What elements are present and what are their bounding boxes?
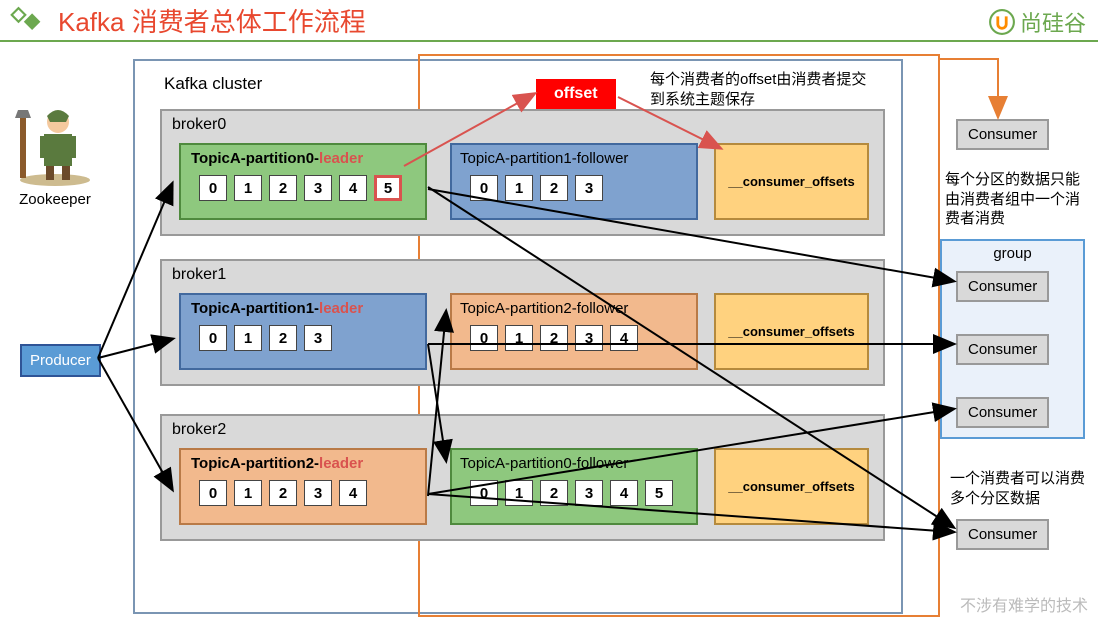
cell: 4 <box>610 325 638 351</box>
cell: 0 <box>199 325 227 351</box>
follower-label: TopicA-partition1-follower <box>460 150 628 167</box>
partition-leader: TopicA-partition1-leader 0123 <box>179 293 427 370</box>
consumer-offsets: __consumer_offsets <box>714 143 869 220</box>
cell: 0 <box>470 480 498 506</box>
cell: 1 <box>505 325 533 351</box>
consumer-g1: Consumer <box>956 271 1049 302</box>
consumer-offsets: __consumer_offsets <box>714 293 869 370</box>
cell: 1 <box>505 175 533 201</box>
cell: 5 <box>374 175 402 201</box>
cell: 2 <box>269 175 297 201</box>
cell: 3 <box>575 175 603 201</box>
offset-note: 每个消费者的offset由消费者提交到系统主题保存 <box>650 70 870 109</box>
single-note: 一个消费者可以消费多个分区数据 <box>950 469 1090 508</box>
group-note: 每个分区的数据只能由消费者组中一个消费者消费 <box>945 170 1090 229</box>
watermark: 不涉有难学的技术 <box>960 592 1088 616</box>
cell: 2 <box>269 480 297 506</box>
broker: broker2TopicA-partition2-leader01234Topi… <box>160 414 885 541</box>
cell: 2 <box>540 325 568 351</box>
cell: 0 <box>199 480 227 506</box>
cell: 0 <box>199 175 227 201</box>
zookeeper-label: Zookeeper <box>10 191 100 208</box>
partition-label: TopicA-partition0-leader <box>191 150 363 167</box>
follower-label: TopicA-partition0-follower <box>460 455 628 472</box>
partition-follower: TopicA-partition2-follower 01234 <box>450 293 698 370</box>
consumer-g3: Consumer <box>956 397 1049 428</box>
cluster-label: Kafka cluster <box>164 74 262 94</box>
partition-leader: TopicA-partition0-leader 012345 <box>179 143 427 220</box>
broker: broker0TopicA-partition0-leader012345Top… <box>160 109 885 236</box>
cell: 1 <box>234 480 262 506</box>
partition-follower: TopicA-partition0-follower 012345 <box>450 448 698 525</box>
cell: 1 <box>505 480 533 506</box>
consumer-offsets: __consumer_offsets <box>714 448 869 525</box>
cell: 4 <box>339 175 367 201</box>
cell: 3 <box>304 175 332 201</box>
cell: 0 <box>470 325 498 351</box>
cell: 0 <box>470 175 498 201</box>
follower-label: TopicA-partition2-follower <box>460 300 628 317</box>
cell: 3 <box>575 480 603 506</box>
consumer-s: Consumer <box>956 519 1049 550</box>
consumer-1: Consumer <box>956 119 1049 150</box>
group-label: group <box>942 241 1083 262</box>
broker-label: broker1 <box>172 266 226 284</box>
partition-label: TopicA-partition1-leader <box>191 300 363 317</box>
cell: 4 <box>339 480 367 506</box>
cell: 2 <box>540 480 568 506</box>
cell: 3 <box>304 480 332 506</box>
partition-leader: TopicA-partition2-leader 01234 <box>179 448 427 525</box>
cell: 4 <box>610 480 638 506</box>
cell: 1 <box>234 325 262 351</box>
offset-box: offset <box>536 79 616 109</box>
cell: 1 <box>234 175 262 201</box>
broker-label: broker0 <box>172 116 226 134</box>
partition-follower: TopicA-partition1-follower 0123 <box>450 143 698 220</box>
producer: Producer <box>20 344 101 377</box>
cell: 2 <box>540 175 568 201</box>
logo-icon <box>10 3 44 37</box>
brand: 尚硅谷 <box>988 6 1086 38</box>
cell: 3 <box>304 325 332 351</box>
zookeeper: Zookeeper <box>10 92 100 208</box>
cell: 5 <box>645 480 673 506</box>
cell: 3 <box>575 325 603 351</box>
cell: 2 <box>269 325 297 351</box>
zookeeper-icon <box>10 92 100 187</box>
page-title: Kafka 消费者总体工作流程 <box>58 2 366 39</box>
consumer-g2: Consumer <box>956 334 1049 365</box>
broker-label: broker2 <box>172 421 226 439</box>
partition-label: TopicA-partition2-leader <box>191 455 363 472</box>
brand-icon <box>988 8 1016 36</box>
broker: broker1TopicA-partition1-leader0123Topic… <box>160 259 885 386</box>
